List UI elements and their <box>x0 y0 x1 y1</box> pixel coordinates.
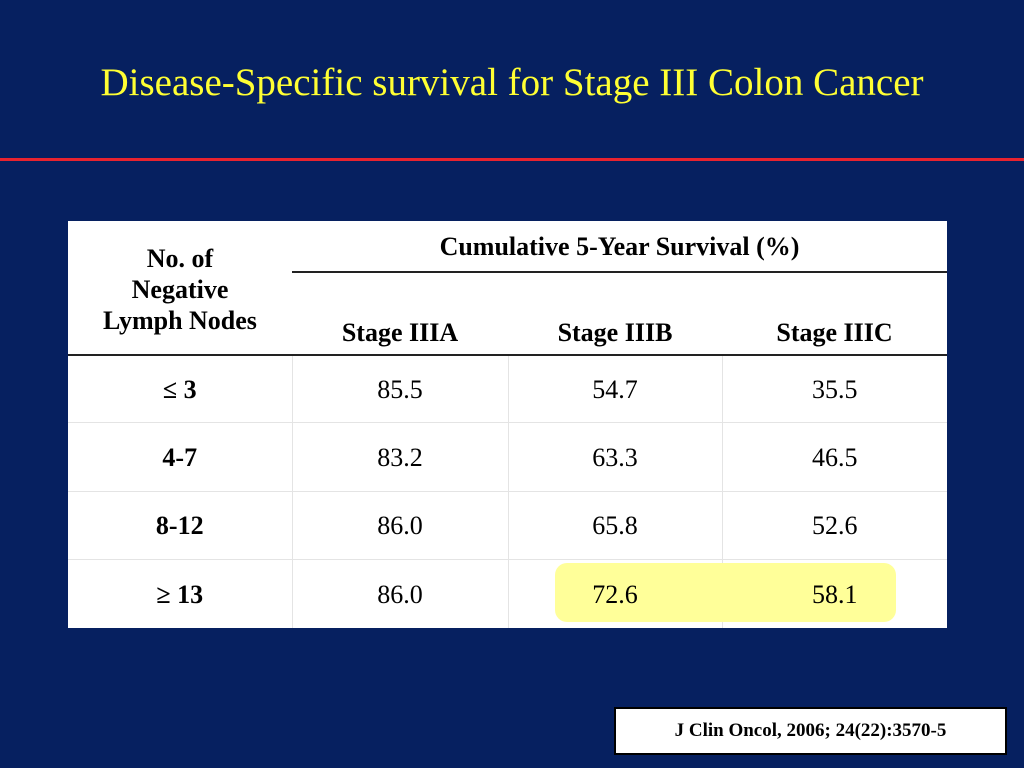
highlighted-cell: 72.6 <box>507 559 722 628</box>
table-row: 4-7 83.2 63.3 46.5 <box>68 422 948 492</box>
survival-table: No. of Negative Lymph Nodes Cumulative 5… <box>68 221 948 628</box>
table-row: ≥ 13 86.0 72.6 58.1 <box>68 559 948 628</box>
row-header-line: Negative <box>131 274 229 304</box>
table-cell: 46.5 <box>721 422 948 492</box>
table-cell: 65.8 <box>507 490 722 560</box>
row-label: ≤ 3 <box>162 374 197 404</box>
survival-table-container: No. of Negative Lymph Nodes Cumulative 5… <box>68 221 948 628</box>
group-header-cell: Cumulative 5-Year Survival (%) <box>292 221 948 274</box>
row-label: 8-12 <box>68 490 292 560</box>
table-cell: 52.6 <box>721 490 948 560</box>
table-cell: 86.0 <box>291 559 508 628</box>
row-label: 4-7 <box>68 422 292 492</box>
table-row: 8-12 86.0 65.8 52.6 <box>68 490 948 560</box>
table-row: ≤ 3 85.5 54.7 35.5 <box>68 354 948 423</box>
table-cell: 86.0 <box>291 490 508 560</box>
column-header-stage-iiib: Stage IIIB <box>508 272 722 356</box>
table-cell: 85.5 <box>291 354 508 423</box>
table-cell: 83.2 <box>291 422 508 492</box>
column-header-stage-iiia: Stage IIIA <box>292 272 508 356</box>
row-label: ≥ 13 <box>68 559 292 628</box>
slide-title: Disease-Specific survival for Stage III … <box>100 61 924 104</box>
table-cell: 63.3 <box>507 422 722 492</box>
table-header-row: No. of Negative Lymph Nodes Cumulative 5… <box>68 221 948 356</box>
row-header-cell: No. of Negative Lymph Nodes <box>68 221 292 356</box>
title-divider <box>0 158 1024 161</box>
table-subheader-row: Stage IIIA Stage IIIB Stage IIIC <box>68 272 948 356</box>
row-header-line: Lymph Nodes <box>103 305 257 335</box>
table-cell: 35.5 <box>721 354 948 423</box>
table-cell: 54.7 <box>507 354 722 423</box>
column-header-stage-iiic: Stage IIIC <box>722 272 948 356</box>
highlighted-cell: 58.1 <box>721 559 948 628</box>
citation-box: J Clin Oncol, 2006; 24(22):3570-5 <box>614 707 1007 755</box>
row-header-line: No. of <box>146 243 214 273</box>
